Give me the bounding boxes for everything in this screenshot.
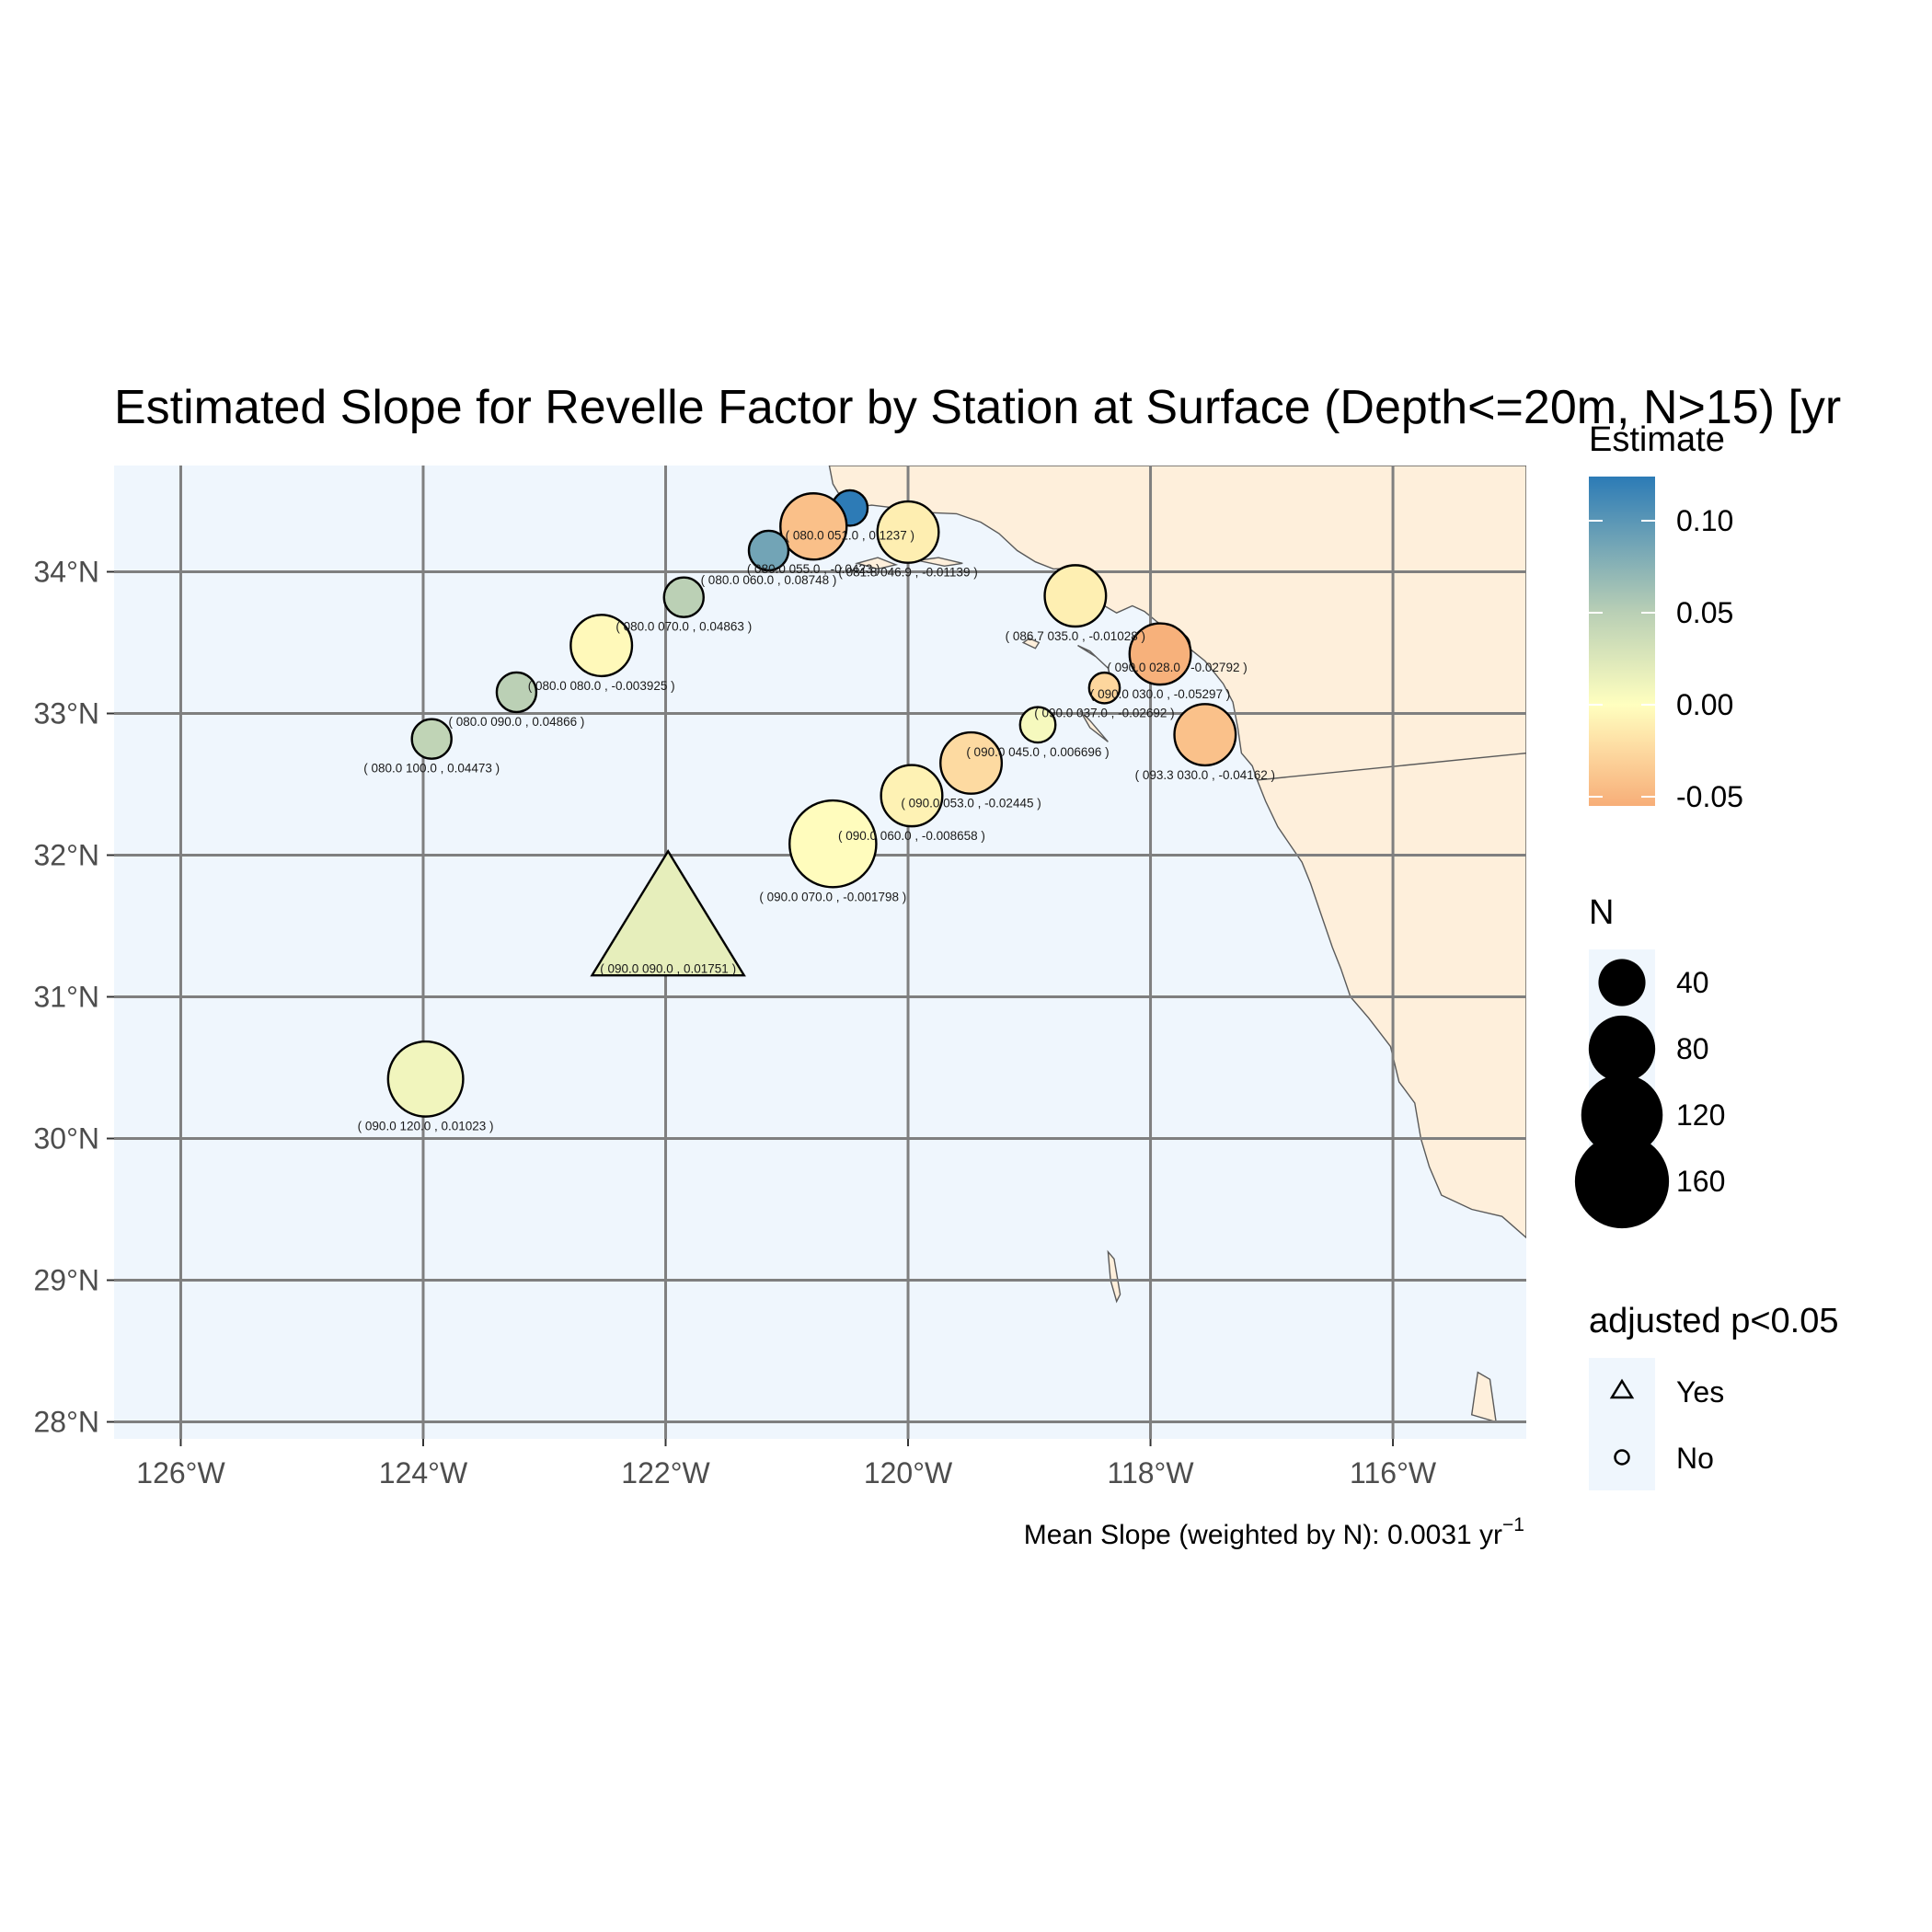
station-marker: [662, 576, 705, 618]
station-label: ( 093.3 030.0 , -0.04162 ): [1135, 768, 1275, 782]
colorbar: [1589, 477, 1655, 806]
colorbar-label: -0.05: [1676, 780, 1743, 813]
legend-size-dot: [1598, 959, 1646, 1006]
legend-significance-yes-label: Yes: [1676, 1375, 1724, 1409]
station-label: ( 090.0 030.0 , -0.05297 ): [1090, 687, 1230, 701]
island: [1107, 1249, 1121, 1304]
station-label: ( 081.8 046.9 , -0.01139 ): [838, 566, 977, 580]
x-tick-label: 126°W: [136, 1456, 225, 1489]
y-tick-label: 31°N: [34, 981, 100, 1014]
station-marker-triangle: [590, 848, 746, 977]
legend-estimate-title: Estimate: [1589, 420, 1725, 459]
station-label: ( 080.0 060.0 , 0.08748 ): [701, 573, 837, 587]
station-marker: [1128, 622, 1192, 686]
station-label: ( 086.7 035.0 , -0.01028 ): [1006, 629, 1145, 643]
station-label: ( 090.0 028.0 , -0.02792 ): [1107, 661, 1247, 674]
legend-estimate: Estimate 0.10 0.05 0.00 -0.05: [1589, 420, 1743, 813]
legend-significance-title: adjusted p<0.05: [1589, 1302, 1839, 1340]
channel-island: [1021, 638, 1041, 650]
station-points: [386, 489, 1237, 1118]
station-label: ( 090.0 053.0 , -0.02445 ): [901, 797, 1041, 811]
colorbar-label: 0.05: [1676, 596, 1733, 629]
station-label: ( 080.0 070.0 , 0.04863 ): [615, 620, 752, 634]
station-marker: [779, 492, 848, 561]
legend-n-label: 120: [1676, 1098, 1725, 1132]
legend-size-dot: [1588, 1015, 1656, 1083]
legend-size-dot: [1574, 1133, 1670, 1229]
legend-n-keys: 40 80 120 160: [1574, 959, 1725, 1229]
station-label: ( 090.0 070.0 , -0.001798 ): [759, 890, 906, 903]
colorbar-ticks: 0.10 0.05 0.00 -0.05: [1589, 504, 1743, 813]
station-marker: [876, 500, 940, 564]
x-tick-label: 124°W: [379, 1456, 468, 1489]
station-marker: [939, 730, 1004, 795]
colorbar-label: 0.00: [1676, 688, 1733, 721]
station-marker: [410, 718, 453, 760]
y-tick-label: 32°N: [34, 839, 100, 872]
station-marker: [788, 799, 878, 889]
chart-title: Estimated Slope for Revelle Factor by St…: [114, 381, 1841, 434]
x-axis: 126°W 124°W 122°W 120°W 118°W 116°W: [136, 1439, 1437, 1489]
y-tick-label: 33°N: [34, 697, 100, 730]
channel-island: [1077, 644, 1109, 669]
caption: Mean Slope (weighted by N): 0.0031 yr−1: [1024, 1514, 1524, 1550]
y-axis: 28°N 29°N 30°N 31°N 32°N 33°N 34°N: [34, 556, 114, 1439]
legend-n: N 40 80 120 160: [1574, 893, 1725, 1229]
x-tick-label: 116°W: [1350, 1456, 1437, 1489]
station-label: ( 080.0 090.0 , 0.04866 ): [449, 715, 585, 729]
legend-size-dot: [1581, 1074, 1663, 1156]
station-labels: ( 080.0 051.0 , 0.1237 ) ( 080.0 055.0 , …: [358, 528, 1275, 1133]
x-tick-label: 122°W: [621, 1456, 710, 1489]
station-marker: [1043, 564, 1108, 628]
colorbar-label: 0.10: [1676, 504, 1733, 537]
legend-n-label: 160: [1676, 1165, 1725, 1198]
station-label: ( 090.0 060.0 , -0.008658 ): [838, 829, 985, 843]
channel-island: [1079, 709, 1109, 742]
legend-n-title: N: [1589, 893, 1614, 932]
station-label: ( 080.0 055.0 , -0.0423 ): [747, 562, 880, 576]
x-tick-label: 118°W: [1108, 1456, 1195, 1489]
station-label: ( 090.0 120.0 , 0.01023 ): [358, 1120, 494, 1133]
legend-n-label: 80: [1676, 1032, 1709, 1065]
station-label: ( 080.0 100.0 , 0.04473 ): [363, 762, 500, 776]
y-tick-label: 28°N: [34, 1406, 100, 1439]
y-tick-label: 29°N: [34, 1264, 100, 1297]
x-tick-label: 120°W: [864, 1456, 953, 1489]
channel-island: [855, 557, 899, 570]
legend-significance-key-background: [1589, 1358, 1655, 1490]
station-marker: [1018, 706, 1057, 744]
station-label: ( 080.0 080.0 , -0.003925 ): [528, 679, 675, 693]
y-tick-label: 30°N: [34, 1122, 100, 1156]
station-marker: [1087, 671, 1121, 705]
station-marker: [386, 1040, 465, 1118]
station-marker: [747, 529, 790, 572]
legend-n-label: 40: [1676, 966, 1709, 999]
station-label: ( 090.0 037.0 , -0.02692 ): [1034, 706, 1174, 719]
station-label: ( 080.0 051.0 , 0.1237 ): [786, 528, 914, 542]
station-label: ( 090.0 090.0 , 0.01751 ): [600, 962, 736, 976]
station-label: ( 090.0 045.0 , 0.006696 ): [966, 745, 1109, 759]
legend-triangle-icon: [1609, 1378, 1635, 1399]
channel-island: [917, 557, 963, 568]
coastline-mainland: [828, 466, 1526, 1239]
land-layer: [828, 466, 1526, 1423]
legend-significance-no-label: No: [1676, 1442, 1714, 1475]
legend-significance: adjusted p<0.05 Yes No: [1589, 1302, 1839, 1490]
y-tick-label: 34°N: [34, 556, 100, 589]
station-marker: [495, 671, 538, 714]
legend-circle-icon: [1614, 1449, 1630, 1466]
station-marker: [880, 764, 944, 828]
station-marker: [1173, 703, 1237, 767]
station-marker: [569, 614, 634, 678]
